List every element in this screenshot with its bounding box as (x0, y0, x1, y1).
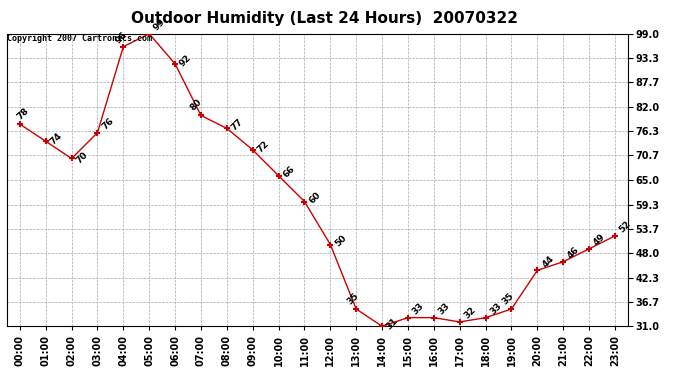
Text: 46: 46 (566, 245, 581, 260)
Text: 52: 52 (618, 219, 633, 234)
Text: 80: 80 (188, 98, 204, 113)
Text: 33: 33 (489, 301, 504, 316)
Text: Outdoor Humidity (Last 24 Hours)  20070322: Outdoor Humidity (Last 24 Hours) 2007032… (131, 11, 518, 26)
Text: Copyright 2007 Cartronics.com: Copyright 2007 Cartronics.com (7, 34, 152, 43)
Text: 35: 35 (345, 291, 360, 306)
Text: 66: 66 (282, 165, 297, 180)
Text: 96: 96 (114, 30, 129, 45)
Text: 74: 74 (48, 132, 64, 147)
Text: 35: 35 (500, 291, 515, 306)
Text: 99: 99 (152, 17, 168, 32)
Text: 32: 32 (462, 305, 477, 321)
Text: 49: 49 (592, 232, 607, 248)
Text: 31: 31 (385, 316, 400, 332)
Text: 44: 44 (540, 254, 555, 269)
Text: 60: 60 (307, 190, 322, 206)
Text: 33: 33 (437, 301, 452, 316)
Text: 50: 50 (333, 234, 348, 249)
Text: 76: 76 (100, 116, 115, 131)
Text: 92: 92 (178, 53, 193, 68)
Text: 33: 33 (411, 301, 426, 316)
Text: 77: 77 (230, 117, 245, 132)
Text: 78: 78 (16, 106, 31, 121)
Text: 72: 72 (255, 139, 270, 154)
Text: 70: 70 (75, 150, 90, 165)
